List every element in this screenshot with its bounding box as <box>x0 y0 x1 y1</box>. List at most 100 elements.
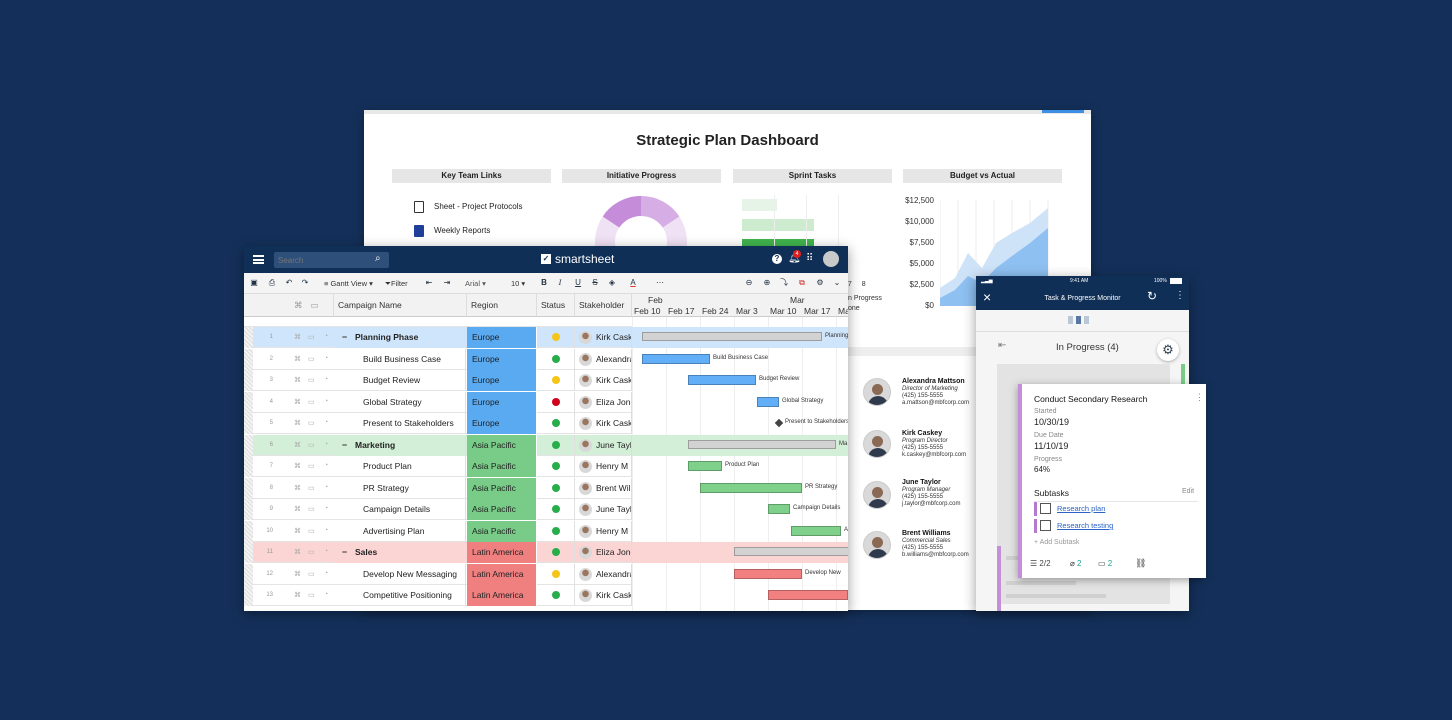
campaign-name-cell[interactable]: Sales <box>334 542 466 563</box>
region-cell[interactable]: Europe <box>467 327 537 348</box>
attachment-icon[interactable]: ⌘ <box>294 592 301 599</box>
status-cell[interactable] <box>537 434 575 456</box>
comment-icon[interactable]: ▭ <box>308 570 315 578</box>
reminder-bell-icon[interactable]: ◔ <box>324 440 329 448</box>
gantt-summary-bar[interactable] <box>688 439 836 449</box>
table-row[interactable]: 12 ⌘ ▭ ◔ Develop New Messaging Latin America A… <box>244 563 632 585</box>
team-link-project-protocols[interactable]: Sheet - Project Protocols <box>414 201 522 213</box>
status-cell[interactable] <box>537 391 575 413</box>
stakeholder-cell[interactable]: Kirk Caskey <box>575 585 632 606</box>
subtask-checkbox[interactable] <box>1040 520 1051 531</box>
status-cell[interactable] <box>537 327 575 348</box>
print-icon[interactable]: ⎙ <box>268 278 276 287</box>
help-icon[interactable]: ? <box>772 254 782 264</box>
campaign-name-cell[interactable]: Global Strategy <box>334 391 466 413</box>
subtask-count[interactable]: ☰ 2/2 <box>1030 559 1051 568</box>
campaign-name-cell[interactable]: Present to Stakeholders <box>334 413 466 434</box>
subtask-item[interactable]: Research plan <box>1034 502 1105 516</box>
status-cell[interactable] <box>537 499 575 520</box>
gantt-milestone[interactable] <box>774 418 784 428</box>
status-cell[interactable] <box>537 413 575 434</box>
comment-icon[interactable]: ▭ <box>308 398 315 406</box>
comment-icon[interactable]: ▭ <box>308 527 315 535</box>
font-family-select[interactable]: Arial ▾ <box>465 279 486 288</box>
region-cell[interactable]: Europe <box>467 413 537 434</box>
status-cell[interactable] <box>537 456 575 477</box>
comment-icon[interactable]: ▭ <box>308 484 315 492</box>
font-size-select[interactable]: 10 ▾ <box>511 279 526 288</box>
attachment-icon[interactable]: ⌘ <box>294 420 301 427</box>
column-header-status[interactable]: Status <box>537 294 575 317</box>
gantt-task-bar[interactable] <box>768 590 848 600</box>
table-row[interactable]: 13 ⌘ ▭ ◔ Competitive Positioning Latin Americ… <box>244 585 632 606</box>
subtask-link[interactable]: Research testing <box>1057 521 1114 530</box>
collapse-left-icon[interactable]: ⇤ <box>998 340 1007 351</box>
outdent-icon[interactable]: ⇤ <box>425 278 433 287</box>
gantt-task-bar[interactable] <box>768 504 790 514</box>
comment-icon[interactable]: ▭ <box>308 549 315 556</box>
attachment-icon[interactable]: ⌘ <box>294 527 301 535</box>
critical-path-icon[interactable]: ⤵ <box>780 278 788 287</box>
attachment-count[interactable]: ⌀ 2 <box>1070 559 1082 568</box>
campaign-name-cell[interactable]: Campaign Details <box>334 499 466 520</box>
column-header-region[interactable]: Region <box>467 294 537 317</box>
column-header-stakeholder[interactable]: Stakeholder <box>575 294 632 317</box>
more-icon[interactable]: ⋯ <box>656 278 664 287</box>
reminder-bell-icon[interactable]: ◔ <box>324 483 329 491</box>
campaign-name-cell[interactable]: Product Plan <box>334 456 466 477</box>
refresh-icon[interactable]: ↻ <box>1147 289 1158 303</box>
kebab-menu-icon[interactable]: ⋮ <box>1175 290 1185 301</box>
settings-gear-icon[interactable]: ⚙ <box>816 278 824 287</box>
region-cell[interactable]: Asia Pacific <box>467 434 537 456</box>
attachment-icon[interactable]: ⌘ <box>294 441 301 449</box>
status-cell[interactable] <box>537 520 575 542</box>
status-cell[interactable] <box>537 477 575 499</box>
gantt-task-bar[interactable] <box>700 482 802 493</box>
subtask-item[interactable]: Research testing <box>1034 519 1113 533</box>
text-color-icon[interactable]: A <box>630 278 636 287</box>
reminder-bell-icon[interactable]: ◔ <box>324 591 329 598</box>
attachment-icon[interactable]: ⌘ <box>294 549 301 556</box>
gantt-view-dropdown[interactable]: ≡ Gantt View ▾ <box>324 279 373 288</box>
zoom-in-icon[interactable]: ⊕ <box>763 278 771 287</box>
region-cell[interactable]: Asia Pacific <box>467 477 537 499</box>
gantt-task-bar[interactable] <box>734 568 802 579</box>
comment-icon[interactable]: ▭ <box>308 441 315 449</box>
italic-icon[interactable]: I <box>558 278 562 287</box>
save-icon[interactable]: ▣ <box>250 278 258 287</box>
task-card[interactable]: Conduct Secondary Research ⋮ Started 10/… <box>1018 384 1206 578</box>
campaign-name-cell[interactable]: Competitive Positioning <box>334 585 466 606</box>
campaign-name-cell[interactable]: Marketing <box>334 434 466 456</box>
campaign-name-cell[interactable]: Planning Phase <box>334 327 466 348</box>
contact-email[interactable]: b.williams@mbfcorp.com <box>902 552 969 558</box>
attachment-icon[interactable]: ⌘ <box>294 398 301 406</box>
reminder-bell-icon[interactable]: ◔ <box>324 569 329 577</box>
comment-icon[interactable]: ▭ <box>308 506 315 513</box>
gantt-task-bar[interactable] <box>688 461 722 471</box>
stakeholder-cell[interactable]: Alexandra Mattson <box>575 563 632 585</box>
baseline-icon[interactable]: ⧉ <box>799 278 805 287</box>
attachment-icon[interactable]: ⌘ <box>294 377 301 384</box>
gantt-task-bar[interactable] <box>757 396 779 407</box>
attachment-icon[interactable]: ⌘ <box>294 506 301 513</box>
zoom-out-icon[interactable]: ⊖ <box>745 278 753 287</box>
attachment-icon[interactable]: ⌘ <box>294 484 301 492</box>
user-avatar[interactable] <box>823 251 839 267</box>
reminder-bell-icon[interactable]: ◔ <box>324 397 329 405</box>
settings-gear-icon[interactable]: ⚙ <box>1157 339 1179 361</box>
region-cell[interactable]: Latin America <box>467 585 537 606</box>
link-icon[interactable]: ⛓ <box>1135 558 1147 568</box>
bell-icon[interactable]: 🔔︎ <box>788 253 801 264</box>
gantt-task-bar[interactable] <box>642 353 710 364</box>
stakeholder-cell[interactable]: Brent Williams <box>575 477 632 499</box>
redo-icon[interactable]: ↷ <box>301 278 309 287</box>
status-cell[interactable] <box>537 348 575 370</box>
table-row[interactable]: 5 ⌘ ▭ ◔ Present to Stakeholders Europe Kirk Ca… <box>244 413 632 434</box>
gantt-summary-bar[interactable] <box>642 332 822 341</box>
reminder-bell-icon[interactable]: ◔ <box>324 526 329 534</box>
table-row[interactable]: 7 ⌘ ▭ ◔ Product Plan Asia Pacific Henry M <box>244 456 632 477</box>
campaign-name-cell[interactable]: Build Business Case <box>334 348 466 370</box>
